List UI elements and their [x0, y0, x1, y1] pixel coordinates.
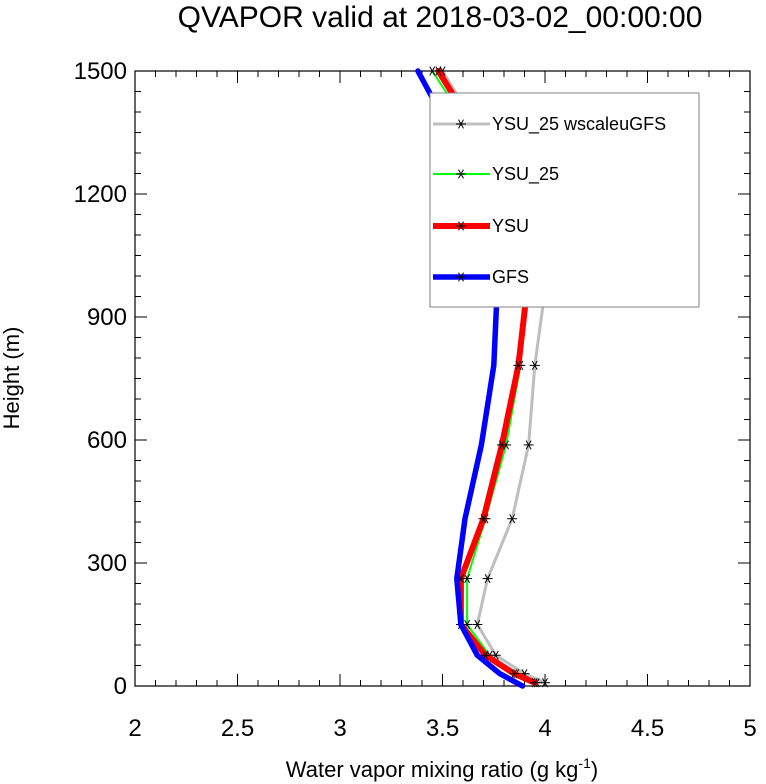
x-tick-label: 5 [743, 715, 756, 742]
legend-box [429, 92, 700, 308]
legend-item: YSU_25 [433, 164, 559, 185]
legend-marker [456, 119, 466, 129]
data-point [523, 440, 534, 450]
legend-label: YSU_25 [492, 164, 559, 185]
legend-item: YSU_25 wscaleuGFS [433, 114, 666, 135]
y-tick-label: 300 [87, 550, 127, 577]
plot-area: 2 2.5 3 3.5 4 4.5 5 0 300 600 900 1200 1500 [74, 58, 757, 742]
x-tick-label: 3 [333, 715, 346, 742]
y-tick-label: 900 [87, 304, 127, 331]
x-tick-label: 2.5 [221, 715, 254, 742]
y-axis: 0 300 600 900 1200 1500 [74, 58, 750, 700]
x-tick-label: 4 [538, 715, 551, 742]
legend-marker [456, 221, 466, 231]
x-axis-title-main: Water vapor mixing ratio (g kg [286, 757, 579, 782]
x-tick-label: 3.5 [426, 715, 459, 742]
y-tick-label: 600 [87, 427, 127, 454]
data-point [472, 619, 483, 630]
data-point [478, 514, 489, 524]
data-point [482, 573, 493, 584]
legend-label: GFS [492, 267, 529, 287]
legend-item: GFS [433, 267, 529, 287]
x-axis-title: Water vapor mixing ratio (g kg-1) [286, 755, 598, 782]
chart-title: QVAPOR valid at 2018-03-02_00:00:00 [178, 1, 703, 34]
legend-label: YSU_25 wscaleuGFS [492, 114, 666, 135]
y-tick-label: 1200 [74, 181, 127, 208]
data-point [433, 66, 444, 76]
legend-label: YSU [492, 216, 529, 236]
data-point [529, 678, 540, 688]
data-point [507, 514, 518, 524]
legend: YSU_25 wscaleuGFS YSU_25 YSU GFS [429, 92, 700, 308]
y-tick-label: 0 [114, 673, 127, 700]
x-axis: 2 2.5 3 3.5 4 4.5 5 [128, 71, 757, 742]
y-axis-title: Height (m) [0, 327, 24, 430]
data-point [513, 360, 524, 370]
data-point [496, 440, 507, 450]
legend-marker [456, 169, 466, 179]
x-tick-label: 4.5 [631, 715, 664, 742]
data-point [509, 669, 520, 679]
y-tick-label: 1500 [74, 58, 127, 85]
legend-marker [456, 272, 466, 282]
x-tick-label: 2 [128, 715, 141, 742]
x-axis-title-superscript: -1 [578, 755, 591, 771]
x-axis-title-close: ) [591, 757, 598, 782]
legend-item: YSU [433, 216, 529, 236]
data-point [529, 360, 540, 370]
